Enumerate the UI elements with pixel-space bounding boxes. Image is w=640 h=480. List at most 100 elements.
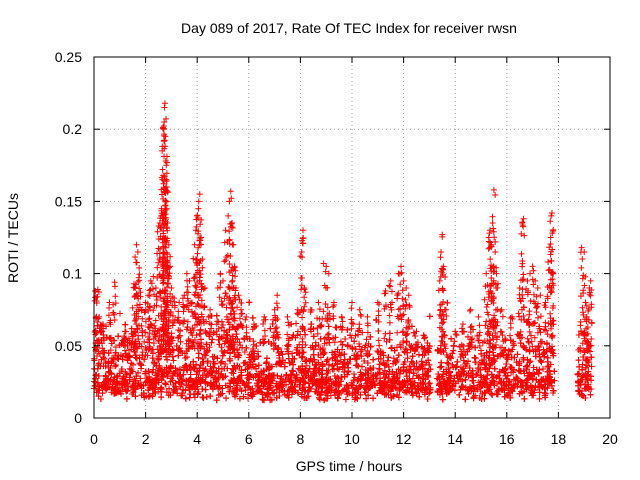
data-point [352,332,359,339]
data-point [579,373,586,380]
data-point [341,351,348,358]
data-point [112,363,119,370]
data-point [385,354,392,361]
data-point [312,362,319,369]
data-point [575,332,582,339]
data-point [537,357,544,364]
data-point [202,352,209,359]
data-point [155,357,162,364]
data-point [338,373,345,380]
data-point [132,393,139,400]
data-point [521,370,528,377]
data-point [404,355,411,362]
data-point [95,372,102,379]
data-point [364,359,371,366]
data-point [393,358,400,365]
data-point [128,325,135,332]
data-point [508,363,515,370]
data-point [403,373,410,380]
data-point [182,395,189,402]
data-point [255,353,262,360]
data-point [465,390,472,397]
data-point [133,355,140,362]
data-point [279,351,286,358]
data-point [453,363,460,370]
data-point [97,396,104,403]
data-point [316,394,323,401]
data-point [388,344,395,351]
data-point [201,345,208,352]
data-point [245,395,252,402]
data-point [351,338,358,345]
data-point [221,327,228,334]
chart-title: Day 089 of 2017, Rate Of TEC Index for r… [181,20,517,36]
data-point [370,356,377,363]
data-point [244,383,251,390]
data-point [449,361,456,368]
data-point [328,363,335,370]
data-point [531,371,538,378]
data-point [536,389,543,396]
data-point [409,392,416,399]
data-point [317,354,324,361]
data-point [440,328,447,335]
data-point [331,372,338,379]
data-point [158,394,165,401]
data-point [472,344,479,351]
data-point [231,353,238,360]
data-point [354,395,361,402]
data-point [169,353,176,360]
data-point [538,359,545,366]
data-point [403,338,410,345]
data-point [359,329,366,336]
data-point [342,336,349,343]
data-point [118,340,125,347]
data-point [363,395,370,402]
data-point [448,355,455,362]
data-point [380,352,387,359]
data-point [393,369,400,376]
data-point [293,320,300,327]
data-point [263,360,270,367]
data-point [336,349,343,356]
data-point [456,391,463,398]
data-point [365,374,372,381]
data-point [193,361,200,368]
data-point [508,384,515,391]
data-point [281,363,288,370]
data-points [91,100,595,404]
data-point [486,348,493,355]
data-point [419,352,426,359]
data-point [410,370,417,377]
data-point [454,358,461,365]
data-point [374,390,381,397]
data-point [381,362,388,369]
data-point [218,370,225,377]
data-point [240,393,247,400]
data-point [353,361,360,368]
data-point [323,374,330,381]
data-point [204,347,211,354]
data-point [207,393,214,400]
data-point [316,396,323,403]
data-point [388,345,395,352]
data-point [112,361,119,368]
data-point [503,352,510,359]
data-point [381,367,388,374]
data-point [509,346,516,353]
data-point [227,357,234,364]
data-point [302,341,309,348]
data-point [588,354,595,361]
data-point [128,366,135,373]
data-point [426,380,433,387]
data-point [199,385,206,392]
data-point [521,395,528,402]
data-point [223,395,230,402]
data-point [367,333,374,340]
data-point [107,365,114,372]
data-point [365,392,372,399]
data-point [337,358,344,365]
data-point [579,366,586,373]
data-point [306,384,313,391]
